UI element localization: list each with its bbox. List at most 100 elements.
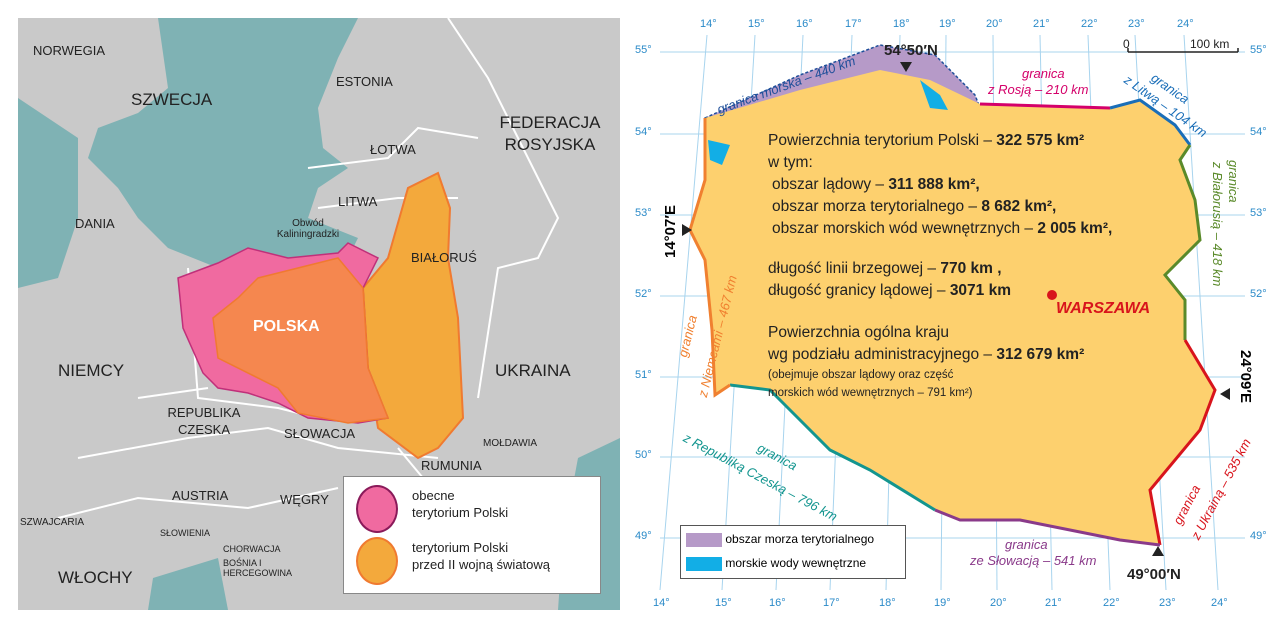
overlap-area bbox=[212, 257, 390, 424]
label-border-slovakia-1: granica bbox=[1005, 537, 1048, 552]
label-austria: AUSTRIA bbox=[172, 488, 229, 503]
adriatic-sea bbox=[148, 558, 228, 610]
warsaw-marker bbox=[1047, 290, 1057, 300]
inland-water bbox=[708, 80, 948, 165]
scale-bar bbox=[1127, 48, 1239, 53]
label-slowienia: SŁOWIENIA bbox=[160, 528, 211, 538]
label-bialorus: BIAŁORUŚ bbox=[411, 250, 477, 265]
label-moldawia: MOŁDAWIA bbox=[483, 438, 538, 449]
lat-label-left: 51° bbox=[635, 369, 652, 381]
stat-land-area: obszar lądowy – 311 888 km², bbox=[772, 176, 980, 193]
lat-label-right: 49° bbox=[1250, 530, 1267, 542]
lon-label-top: 14° bbox=[700, 18, 717, 30]
label-estonia: ESTONIA bbox=[336, 74, 393, 89]
lat-label-right: 52° bbox=[1250, 288, 1267, 300]
poland-map: 0 100 km 54°50′N 49°00′N 14°07′E 24°09′E… bbox=[630, 0, 1280, 627]
lat-label-left: 54° bbox=[635, 126, 652, 138]
stat-note: (obejmuje obszar lądowy oraz część bbox=[768, 369, 954, 381]
label-szwecja: SZWECJA bbox=[131, 90, 213, 109]
lon-label-top: 15° bbox=[748, 18, 765, 30]
north-sea bbox=[18, 98, 78, 288]
stat-total-area: Powierzchnia terytorium Polski – 322 575… bbox=[768, 132, 1085, 149]
west-extreme-marker bbox=[682, 224, 692, 236]
lat-label-left: 49° bbox=[635, 530, 652, 542]
legend-label: obecne bbox=[412, 488, 455, 503]
legend-label: morskie wody wewnętrzne bbox=[725, 556, 867, 570]
legend-label: terytorium Polski bbox=[412, 540, 509, 555]
capital-label: WARSZAWA bbox=[1056, 300, 1151, 317]
meridian-line bbox=[659, 34, 708, 591]
legend-swatch-blue bbox=[686, 556, 722, 571]
lat-label-left: 53° bbox=[635, 207, 652, 219]
label-ukraina: UKRAINA bbox=[495, 361, 571, 380]
lat-label-right: 54° bbox=[1250, 126, 1267, 138]
legend-swatch-orange bbox=[356, 537, 398, 585]
label-czechy: REPUBLIKA CZESKA bbox=[167, 405, 241, 437]
label-niemcy: NIEMCY bbox=[58, 361, 125, 380]
label-border-belarus-2: z Białorusią – 418 km bbox=[1210, 162, 1225, 287]
lat-label-right: 55° bbox=[1250, 44, 1267, 56]
stat-land-border: długość granicy lądowej – 3071 km bbox=[768, 282, 1012, 299]
label-border-russia-1: granica bbox=[1022, 66, 1065, 81]
lon-label-bottom: 15° bbox=[715, 597, 732, 609]
south-extreme: 49°00′N bbox=[1127, 566, 1181, 583]
left-legend: obecne terytorium Polski terytorium Pols… bbox=[343, 476, 601, 594]
stat-coastline: długość linii brzegowej – 770 km , bbox=[768, 260, 1002, 277]
lon-label-bottom: 17° bbox=[823, 597, 840, 609]
lon-label-bottom: 16° bbox=[769, 597, 786, 609]
legend-label: przed II wojną światową bbox=[412, 557, 551, 572]
poland-land bbox=[690, 70, 1215, 545]
label-slowacja: SŁOWACJA bbox=[284, 426, 356, 441]
lon-label-bottom: 19° bbox=[934, 597, 951, 609]
lon-label-bottom: 21° bbox=[1045, 597, 1062, 609]
lon-label-bottom: 24° bbox=[1211, 597, 1228, 609]
scale-end: 100 km bbox=[1190, 37, 1230, 51]
stat-note: morskich wód wewnętrznych – 791 km²) bbox=[768, 387, 973, 399]
lon-label-bottom: 20° bbox=[990, 597, 1007, 609]
label-lotwa: ŁOTWA bbox=[370, 142, 416, 157]
lon-label-top: 19° bbox=[939, 18, 956, 30]
lon-label-top: 18° bbox=[893, 18, 910, 30]
border-ukraine bbox=[1148, 339, 1217, 546]
label-litwa: LITWA bbox=[338, 194, 378, 209]
north-extreme: 54°50′N bbox=[884, 42, 938, 59]
legend-label: terytorium Polski bbox=[412, 505, 509, 520]
legend-item-inland-water: morskie wody wewnętrzne bbox=[686, 556, 866, 571]
stat-admin-area: wg podziału administracyjnego – 312 679 … bbox=[768, 346, 1085, 363]
baltic-sea bbox=[88, 18, 358, 268]
lat-label-left: 55° bbox=[635, 44, 652, 56]
europe-map-shapes bbox=[18, 18, 620, 610]
poland-stats: Powierzchnia terytorium Polski – 322 575… bbox=[768, 130, 1112, 402]
lon-label-top: 20° bbox=[986, 18, 1003, 30]
south-extreme-marker bbox=[1152, 546, 1164, 556]
label-wlochy: WŁOCHY bbox=[58, 568, 133, 587]
stat-inland-waters: obszar morskich wód wewnętrznych – 2 005… bbox=[772, 220, 1113, 237]
lon-label-top: 23° bbox=[1128, 18, 1145, 30]
meridian-line bbox=[1183, 34, 1219, 591]
lat-label-right: 53° bbox=[1250, 207, 1267, 219]
stat-including: w tym: bbox=[768, 154, 813, 171]
right-legend: obszar morza terytorialnego morskie wody… bbox=[680, 525, 906, 579]
label-border-slovakia-2: ze Słowacją – 541 km bbox=[970, 553, 1097, 568]
stat-admin-area-title: Powierzchnia ogólna kraju bbox=[768, 324, 949, 341]
label-chorwacja: CHORWACJA bbox=[223, 544, 281, 554]
lon-label-top: 17° bbox=[845, 18, 862, 30]
west-extreme: 14°07′E bbox=[662, 205, 679, 258]
label-bosnia: BOŚNIA I HERCEGOWINA bbox=[223, 558, 293, 578]
lon-label-bottom: 18° bbox=[879, 597, 896, 609]
lat-label-left: 50° bbox=[635, 449, 652, 461]
europe-map: NORWEGIA SZWECJA ESTONIA FEDERACJA ROSYJ… bbox=[18, 18, 620, 610]
border-germany bbox=[688, 118, 731, 398]
lon-label-bottom: 14° bbox=[653, 597, 670, 609]
lon-label-top: 16° bbox=[796, 18, 813, 30]
lon-label-top: 22° bbox=[1081, 18, 1098, 30]
east-extreme-marker bbox=[1220, 388, 1230, 400]
north-extreme-marker bbox=[900, 62, 912, 72]
lon-label-bottom: 22° bbox=[1103, 597, 1120, 609]
label-szwajcaria: SZWAJCARIA bbox=[20, 517, 85, 528]
legend-swatch-pink bbox=[356, 485, 398, 533]
label-norwegia: NORWEGIA bbox=[33, 43, 105, 58]
border-czech bbox=[729, 383, 936, 512]
lon-label-top: 24° bbox=[1177, 18, 1194, 30]
scale-start: 0 bbox=[1123, 37, 1130, 51]
